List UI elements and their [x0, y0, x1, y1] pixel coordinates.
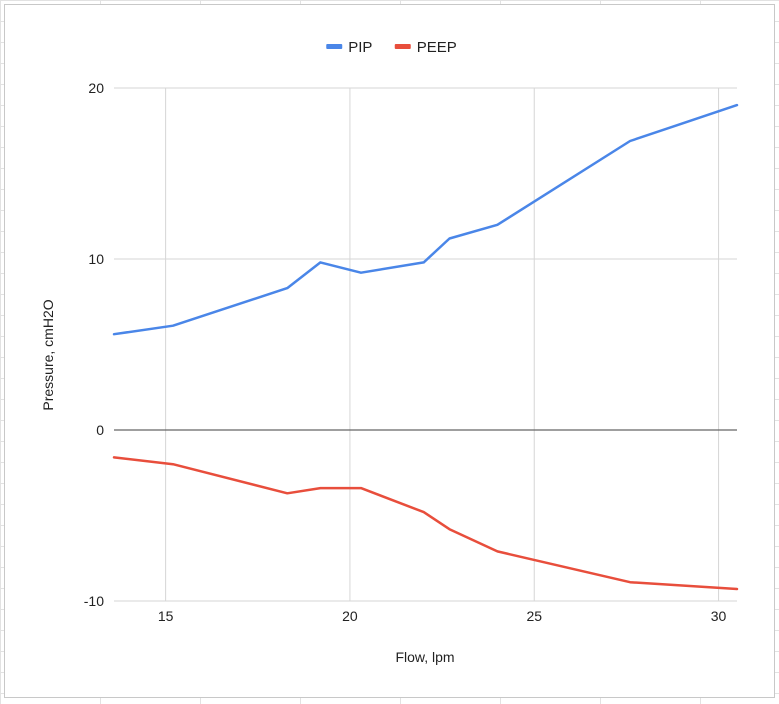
legend-label-pip: PIP — [348, 39, 372, 56]
series-lines — [112, 103, 739, 591]
y-tick-label: -10 — [84, 593, 104, 609]
legend-swatch-peep — [394, 44, 411, 49]
line-chart: -10 0 10 20 15 20 25 30 PIP PEEP Flow, lpm Press… — [40, 39, 739, 665]
y-tick-label: 10 — [88, 251, 104, 267]
x-tick-label: 15 — [158, 608, 174, 624]
series-line-pip — [112, 103, 739, 336]
x-axis-title: Flow, lpm — [395, 649, 454, 665]
y-tick-label: 0 — [96, 422, 104, 438]
legend: PIP PEEP — [326, 39, 457, 56]
tick-labels: -10 0 10 20 15 20 25 30 — [84, 80, 727, 624]
gridlines — [114, 87, 737, 602]
series-line-peep — [112, 456, 739, 591]
legend-swatch-pip — [326, 44, 343, 49]
y-tick-label: 20 — [88, 80, 104, 96]
x-tick-label: 30 — [711, 608, 727, 624]
x-tick-label: 25 — [526, 608, 542, 624]
legend-label-peep: PEEP — [417, 39, 457, 56]
y-axis-title: Pressure, cmH2O — [40, 299, 56, 410]
x-tick-label: 20 — [342, 608, 358, 624]
chart-container: -10 0 10 20 15 20 25 30 PIP PEEP Flow, lpm Press… — [4, 4, 775, 698]
